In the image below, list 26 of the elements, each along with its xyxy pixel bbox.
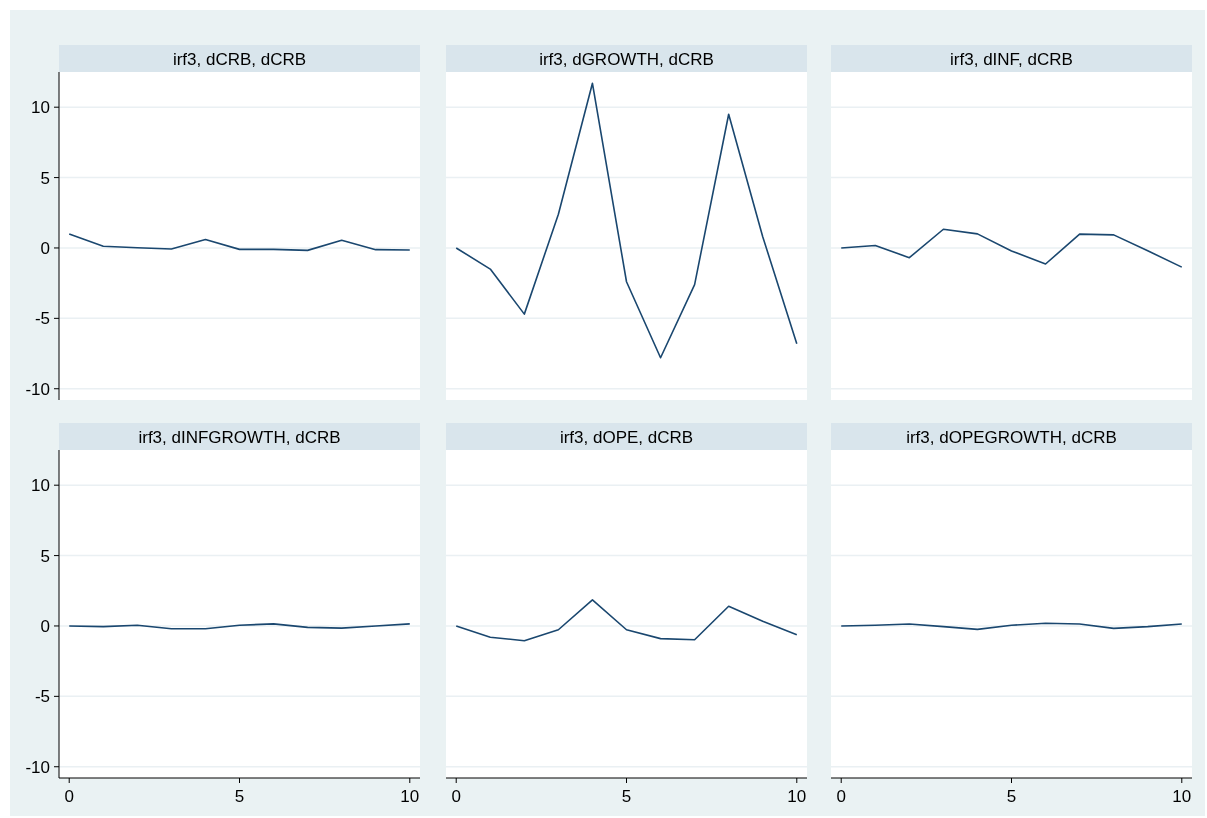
y-tick-label: 10	[31, 476, 50, 496]
chart-title: irf3, dOPEGROWTH, dCRB	[906, 427, 1117, 447]
y-tick-label: 5	[40, 546, 50, 566]
x-tick-label: 0	[451, 787, 461, 806]
y-tick-label: 5	[40, 168, 50, 188]
x-tick-label: 10	[400, 787, 420, 806]
x-tick-label: 0	[836, 787, 846, 806]
y-tick-label: -5	[34, 309, 50, 329]
x-tick-label: 5	[621, 787, 632, 806]
y-tick-label: -10	[25, 757, 50, 777]
x-tick-label: 10	[787, 787, 807, 806]
x-tick-label: 5	[234, 787, 245, 806]
y-tick-label: 0	[40, 616, 50, 636]
chart-title: irf3, dINFGROWTH, dCRB	[138, 427, 341, 447]
line-series	[68, 233, 411, 252]
y-tick-label: 10	[31, 98, 50, 118]
y-tick-label: -5	[34, 687, 50, 707]
chart-title: irf3, dOPE, dCRB	[559, 427, 694, 447]
x-tick-label: 0	[64, 787, 74, 806]
x-tick-label: 5	[1006, 787, 1017, 806]
chart-title: irf3, dCRB, dCRB	[172, 49, 307, 69]
y-tick-label: -10	[25, 379, 50, 399]
chart-title: irf3, dINF, dCRB	[950, 49, 1073, 69]
y-tick-label: 0	[40, 238, 50, 258]
x-tick-label: 10	[1172, 787, 1192, 806]
chart-title: irf3, dGROWTH, dCRB	[539, 49, 714, 69]
